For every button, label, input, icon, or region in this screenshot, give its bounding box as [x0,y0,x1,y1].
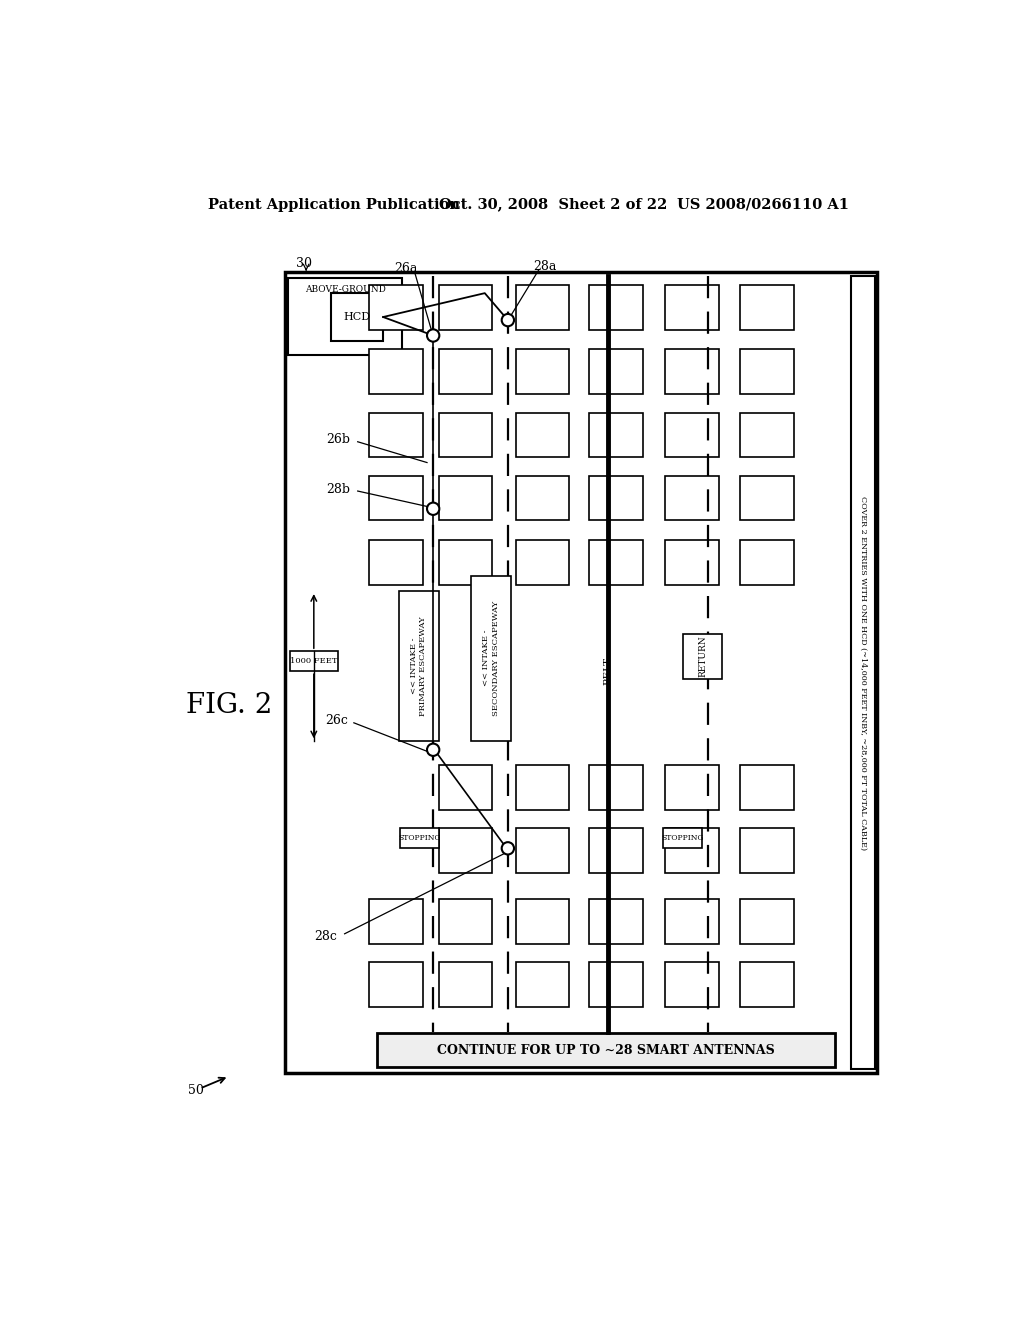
Text: 26b: 26b [327,433,350,446]
Bar [590,766,643,809]
Bar [740,350,795,395]
Bar [740,475,795,520]
Text: Patent Application Publication: Patent Application Publication [208,198,460,211]
Bar [665,285,719,330]
Bar [665,766,719,809]
Bar [515,766,569,809]
Bar [377,1034,836,1067]
Bar [590,475,643,520]
Bar [665,350,719,395]
Bar [664,829,701,849]
Bar [590,350,643,395]
Bar [515,899,569,944]
Bar [438,285,493,330]
Text: 1000 FEET: 1000 FEET [290,657,338,665]
Circle shape [502,842,514,854]
Bar [590,285,643,330]
Bar [515,412,569,457]
Bar [515,475,569,520]
Bar [370,962,423,1007]
Circle shape [427,503,439,515]
Text: 28a: 28a [534,260,556,273]
Text: 50: 50 [188,1084,204,1097]
Bar [590,540,643,585]
Bar [515,540,569,585]
Bar [590,412,643,457]
Bar [665,829,719,873]
Text: FIG. 2: FIG. 2 [186,692,272,718]
Bar [683,635,722,678]
Bar [665,540,719,585]
Text: US 2008/0266110 A1: US 2008/0266110 A1 [677,198,849,211]
Bar [370,540,423,585]
Text: HCD: HCD [343,312,371,322]
Bar [370,899,423,944]
Text: 30: 30 [296,256,312,269]
Bar [285,272,878,1073]
Text: COVER 2 ENTRIES WITH ONE HCD (~14,000 FEET INBY, ~28,000 FT TOTAL CABLE): COVER 2 ENTRIES WITH ONE HCD (~14,000 FE… [859,496,867,850]
Bar [400,829,438,849]
Bar [438,899,493,944]
Bar [740,412,795,457]
Bar [438,829,493,873]
Bar [515,829,569,873]
Bar [370,285,423,330]
Bar [665,412,719,457]
Bar [370,412,423,457]
Text: 28b: 28b [327,483,350,496]
Bar [370,350,423,395]
Text: << INTAKE -
SECONDARY ESCAPEWAY: << INTAKE - SECONDARY ESCAPEWAY [482,601,500,715]
Bar [740,766,795,809]
Bar [438,350,493,395]
Bar [289,277,402,355]
Text: ABOVE-GROUND: ABOVE-GROUND [305,285,386,294]
Text: 26c: 26c [326,714,348,727]
Bar [438,766,493,809]
Circle shape [427,330,439,342]
Bar [851,276,876,1069]
Circle shape [427,743,439,756]
Text: 26a: 26a [394,261,418,275]
Bar [590,962,643,1007]
Circle shape [502,314,514,326]
Bar [438,412,493,457]
Text: STOPPING: STOPPING [398,834,440,842]
Bar [590,899,643,944]
Text: 28c: 28c [314,929,337,942]
Bar [740,829,795,873]
Bar [438,540,493,585]
Bar [590,829,643,873]
Bar [740,962,795,1007]
Text: Oct. 30, 2008  Sheet 2 of 22: Oct. 30, 2008 Sheet 2 of 22 [438,198,667,211]
Bar [438,962,493,1007]
Bar [665,475,719,520]
Bar [438,475,493,520]
Text: STOPPING: STOPPING [662,834,703,842]
Bar [740,899,795,944]
Bar [665,899,719,944]
Bar [290,651,338,671]
Text: BELT: BELT [603,656,612,685]
Bar [740,540,795,585]
Bar [515,350,569,395]
Text: << INTAKE -
PRIMARY ESCAPEWAY: << INTAKE - PRIMARY ESCAPEWAY [410,616,427,715]
Bar [515,962,569,1007]
Text: CONTINUE FOR UP TO ~28 SMART ANTENNAS: CONTINUE FOR UP TO ~28 SMART ANTENNAS [437,1044,774,1056]
Bar [331,293,383,341]
Bar [471,576,511,742]
Bar [515,285,569,330]
Bar [370,475,423,520]
Bar [665,962,719,1007]
Bar [398,591,438,742]
Bar [740,285,795,330]
Text: RETURN: RETURN [698,636,708,677]
